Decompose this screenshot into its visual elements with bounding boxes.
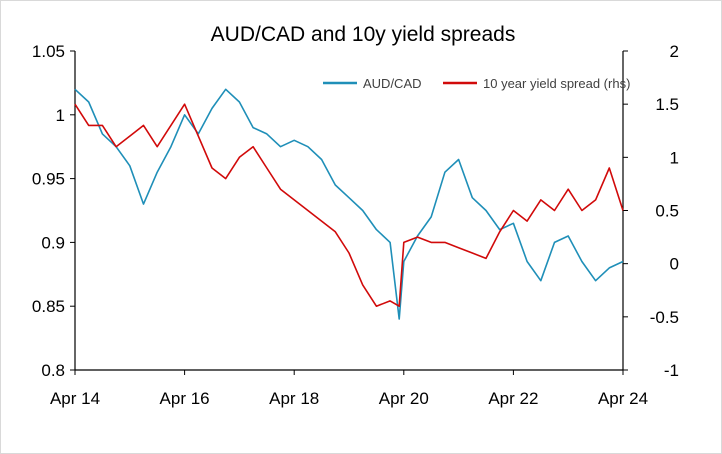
right-tick-label: 0.5: [655, 202, 679, 221]
left-tick-label: 1.05: [32, 42, 65, 61]
right-tick-label: 1: [670, 148, 679, 167]
right-tick-label: -0.5: [650, 308, 679, 327]
left-tick-label: 0.95: [32, 170, 65, 189]
x-tick-label: Apr 16: [160, 389, 210, 408]
left-axis-ticks: 0.8 0.85 0.9 0.95 1 1.05: [32, 42, 75, 380]
x-tick-label: Apr 22: [488, 389, 538, 408]
legend-label-yield-spread: 10 year yield spread (rhs): [483, 76, 630, 91]
left-tick-label: 1: [56, 106, 65, 125]
right-tick-label: 1.5: [655, 95, 679, 114]
x-tick-label: Apr 18: [269, 389, 319, 408]
x-tick-label: Apr 24: [598, 389, 648, 408]
series-line-audcad: [74, 88, 624, 320]
right-tick-label: -1: [664, 361, 679, 380]
x-tick-label: Apr 20: [379, 389, 429, 408]
legend: AUD/CAD 10 year yield spread (rhs): [323, 76, 630, 91]
x-tick-label: Apr 14: [50, 389, 100, 408]
right-tick-label: 0: [670, 255, 679, 274]
axes: [74, 51, 624, 371]
legend-label-audcad: AUD/CAD: [363, 76, 422, 91]
chart-title: AUD/CAD and 10y yield spreads: [211, 23, 516, 46]
series-line-yield-spread: [74, 103, 624, 308]
series-layer: [74, 88, 624, 320]
left-tick-label: 0.85: [32, 297, 65, 316]
right-tick-label: 2: [670, 42, 679, 61]
left-tick-label: 0.8: [41, 361, 65, 380]
right-axis-ticks: -1 -0.5 0 0.5 1 1.5 2: [623, 42, 679, 380]
x-axis-ticks: Apr 14 Apr 16 Apr 18 Apr 20 Apr 22 Apr 24: [50, 370, 648, 408]
left-tick-label: 0.9: [41, 233, 65, 252]
